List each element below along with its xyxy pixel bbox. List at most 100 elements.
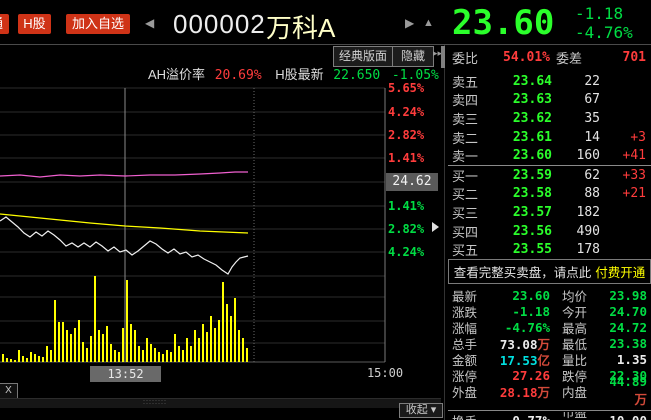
ah-premium-row: AH溢价率 20.69% H股最新 22.650 -1.05% <box>148 64 439 83</box>
level-label: 卖五 <box>452 74 479 90</box>
partial-left-button[interactable]: 通 <box>0 14 9 34</box>
partial-tab[interactable]: X <box>0 383 18 398</box>
volume-bar <box>242 338 244 362</box>
crosshair-price-box: 24.62 <box>386 173 438 191</box>
stats-separator <box>448 410 651 411</box>
level-price: 23.60 <box>512 148 552 164</box>
level-label: 买一 <box>452 168 479 184</box>
volume-bar <box>138 346 140 362</box>
panel-scrollbar-thumb[interactable] <box>441 46 445 68</box>
level-label: 买五 <box>452 243 479 259</box>
stat-label: 内盘 <box>562 385 588 400</box>
h-latest-change: -1.05% <box>391 68 439 83</box>
volume-bar <box>58 322 60 362</box>
pay-unlock-link[interactable]: 付费开通 <box>595 266 646 280</box>
stat-value: 1.35 <box>616 352 647 367</box>
stat-value: 22.30 <box>609 367 647 383</box>
expand-right-icon[interactable]: ▸▸ <box>433 48 443 58</box>
orderbook-row[interactable]: 买一 23.59 62 +33 <box>448 166 651 185</box>
volume-bar <box>78 320 80 362</box>
classic-layout-button[interactable]: 经典版面 <box>333 46 393 67</box>
level-label: 卖四 <box>452 93 479 109</box>
orderbook-row[interactable]: 买二 23.58 88 +21 <box>448 185 651 204</box>
volume-bar <box>54 300 56 362</box>
h-share-button[interactable]: H股 <box>18 14 51 34</box>
volume-bar <box>154 348 156 362</box>
orderbook-row[interactable]: 卖三 23.62 35 <box>448 109 651 128</box>
orderbook-row[interactable]: 卖二 23.61 14 +3 <box>448 128 651 147</box>
volume-bar <box>26 358 28 362</box>
volume-bar <box>6 358 8 362</box>
axis-pct-label: 1.41% <box>388 199 425 213</box>
hide-button[interactable]: 隐藏 <box>392 46 434 67</box>
stock-code: 000002 <box>173 9 266 39</box>
orderbook-row[interactable]: 卖四 23.63 67 <box>448 91 651 110</box>
volume-bar <box>174 334 176 362</box>
price-change-pct: -4.76% <box>575 23 633 42</box>
volume-bar <box>130 324 132 362</box>
orderbook-row[interactable]: 买四 23.56 490 <box>448 222 651 241</box>
ah-premium-value: 20.69% <box>214 68 262 83</box>
volume-bar <box>194 330 196 362</box>
stat-value: 23.60 <box>512 288 550 304</box>
volume-bar <box>114 350 116 362</box>
intraday-chart[interactable] <box>0 0 441 420</box>
axis-pct-label: 4.24% <box>388 105 425 119</box>
stat-value: 0.77% <box>488 413 550 420</box>
stat-label: 金额 <box>452 354 478 369</box>
add-watchlist-button[interactable]: 加入自选 <box>66 14 130 34</box>
volume-bar <box>190 346 192 362</box>
stat-value: -4.76% <box>504 320 550 336</box>
page-up-icon[interactable]: ▲ <box>423 17 434 29</box>
volume-bar <box>90 336 92 362</box>
level-label: 卖二 <box>452 130 479 146</box>
collapse-button[interactable]: 收起 ▾ <box>399 403 443 418</box>
stat-value: 23.38 <box>609 336 647 352</box>
volume-bar <box>106 326 108 362</box>
volume-bar <box>18 350 20 362</box>
level-delta: +3 <box>630 129 646 145</box>
price-line <box>0 216 249 275</box>
ask-levels: 卖五 23.64 22 卖四 23.63 67 卖三 23.62 35 卖二 23.61 14 +3 卖一… <box>448 72 651 165</box>
next-stock-icon[interactable]: ▶ <box>405 16 415 30</box>
stat-label: 总手 <box>452 338 478 353</box>
stat-value: 28.18万 <box>499 384 550 400</box>
stat-value: 27.26 <box>512 367 550 383</box>
chevron-down-icon: ▾ <box>430 404 437 416</box>
stat-row: 总手 73.08万 最低 23.38 <box>448 336 651 352</box>
volume-bar <box>214 328 216 362</box>
volume-bar <box>82 342 84 362</box>
stat-label: 最高 <box>562 322 588 337</box>
volume-bar <box>202 324 204 362</box>
splitter-grip[interactable]: ········ ········ <box>143 398 167 407</box>
level-label: 买三 <box>452 205 479 221</box>
orderbook-row[interactable]: 买三 23.57 182 <box>448 203 651 222</box>
volume-bar <box>178 346 180 362</box>
level-volume: 62 <box>584 167 600 183</box>
last-price: 23.60 <box>452 3 555 43</box>
stock-name: 万科A <box>266 13 336 43</box>
stat-label: 均价 <box>562 290 588 305</box>
level-volume: 67 <box>584 92 600 108</box>
stat-row: 外盘 28.18万 内盘 44.89万 <box>448 374 651 407</box>
orderbook-row[interactable]: 卖五 23.64 22 <box>448 72 651 91</box>
prev-stock-icon[interactable]: ◀ <box>145 16 155 30</box>
stat-value: 44.89万 <box>609 374 647 408</box>
avg-price-line <box>0 213 249 234</box>
level-volume: 14 <box>584 129 600 145</box>
volume-bar <box>122 328 124 362</box>
volume-bar <box>146 338 148 362</box>
stat-value: 17.53亿 <box>499 353 550 369</box>
weicha-value: 701 <box>622 49 646 65</box>
orderbook-row[interactable]: 买五 23.55 178 <box>448 240 651 259</box>
volume-bar <box>150 344 152 362</box>
volume-bar <box>142 350 144 362</box>
stat-label: 市盈(动) <box>562 412 588 420</box>
orderbook-row[interactable]: 卖一 23.60 160 +41 <box>448 146 651 165</box>
panel-expand-icon[interactable] <box>432 222 439 232</box>
level-label: 买二 <box>452 187 479 203</box>
level-price: 23.55 <box>512 242 552 258</box>
volume-bar <box>70 334 72 362</box>
price-change: -1.18 <box>575 4 624 23</box>
